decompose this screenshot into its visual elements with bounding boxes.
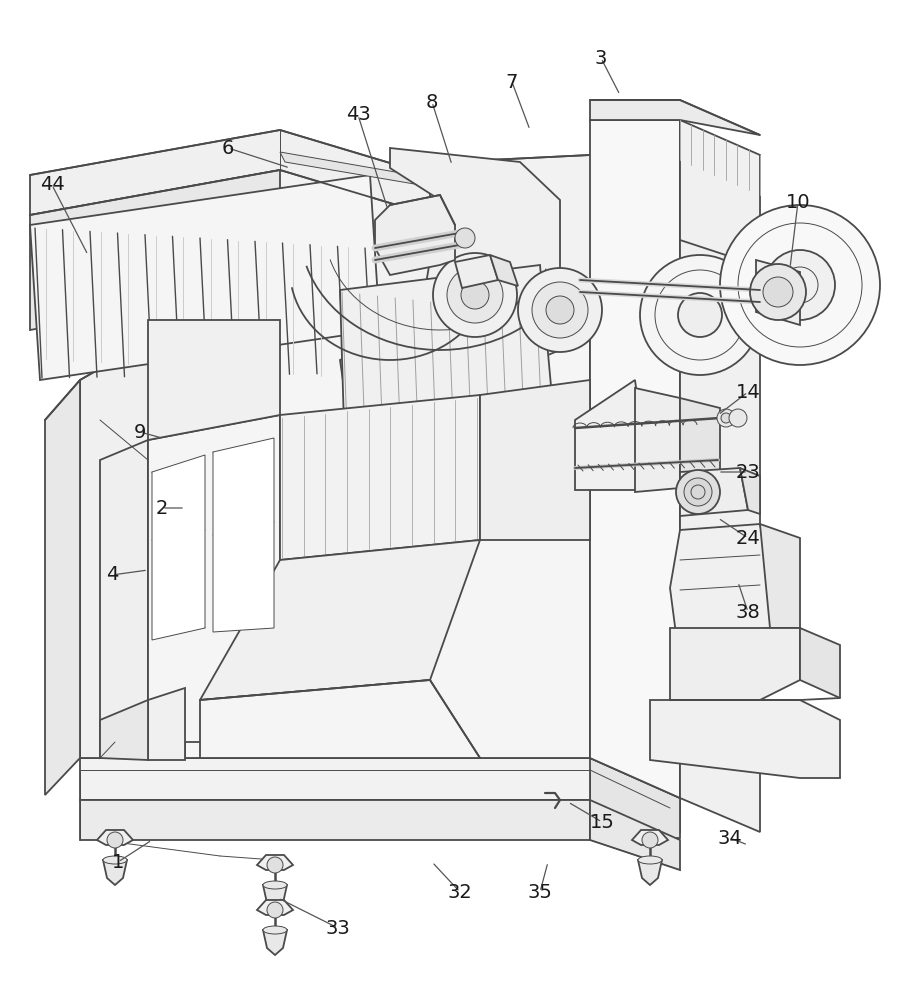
Ellipse shape	[263, 926, 287, 934]
Polygon shape	[680, 120, 760, 832]
Text: 14: 14	[736, 382, 760, 401]
Polygon shape	[760, 524, 800, 628]
Polygon shape	[740, 468, 760, 514]
Polygon shape	[590, 120, 680, 798]
Circle shape	[267, 902, 283, 918]
Polygon shape	[148, 415, 280, 742]
Ellipse shape	[638, 856, 662, 864]
Polygon shape	[97, 830, 133, 845]
Polygon shape	[257, 855, 293, 870]
Polygon shape	[670, 524, 770, 634]
Polygon shape	[670, 628, 800, 700]
Text: 9: 9	[133, 422, 146, 442]
Circle shape	[433, 253, 517, 337]
Polygon shape	[30, 130, 430, 215]
Text: 15: 15	[590, 812, 614, 832]
Circle shape	[729, 409, 747, 427]
Text: 38: 38	[736, 602, 760, 621]
Polygon shape	[185, 320, 590, 758]
Polygon shape	[263, 885, 287, 910]
Polygon shape	[480, 380, 590, 540]
Polygon shape	[590, 100, 760, 135]
Polygon shape	[756, 260, 800, 325]
Polygon shape	[257, 900, 293, 915]
Circle shape	[684, 478, 712, 506]
Text: 43: 43	[345, 105, 371, 124]
Polygon shape	[103, 860, 127, 885]
Polygon shape	[340, 148, 560, 430]
Text: 10: 10	[786, 192, 810, 212]
Circle shape	[642, 832, 658, 848]
Circle shape	[676, 470, 720, 514]
Polygon shape	[280, 152, 438, 188]
Polygon shape	[680, 468, 748, 516]
Text: 35: 35	[528, 882, 552, 902]
Polygon shape	[590, 320, 680, 798]
Polygon shape	[148, 320, 280, 440]
Circle shape	[267, 857, 283, 873]
Polygon shape	[263, 930, 287, 955]
Polygon shape	[148, 688, 185, 760]
Text: 6: 6	[222, 138, 235, 157]
Polygon shape	[375, 195, 455, 275]
Text: 8: 8	[426, 93, 438, 111]
Polygon shape	[490, 255, 518, 286]
Polygon shape	[590, 800, 680, 870]
Polygon shape	[213, 438, 274, 632]
Text: 24: 24	[736, 528, 760, 548]
Circle shape	[447, 267, 503, 323]
Circle shape	[107, 832, 123, 848]
Polygon shape	[200, 680, 480, 758]
Text: 23: 23	[736, 462, 760, 482]
Polygon shape	[100, 700, 148, 760]
Polygon shape	[635, 388, 680, 492]
Text: 32: 32	[447, 882, 473, 902]
Circle shape	[461, 281, 489, 309]
Circle shape	[640, 255, 760, 375]
Polygon shape	[455, 255, 498, 288]
Circle shape	[721, 413, 731, 423]
Circle shape	[717, 409, 735, 427]
Polygon shape	[590, 758, 680, 840]
Polygon shape	[680, 240, 765, 308]
Polygon shape	[632, 830, 668, 845]
Polygon shape	[45, 380, 80, 795]
Circle shape	[678, 293, 722, 337]
Polygon shape	[340, 265, 555, 460]
Ellipse shape	[263, 881, 287, 889]
Circle shape	[720, 205, 880, 365]
Polygon shape	[575, 380, 650, 490]
Polygon shape	[200, 540, 480, 700]
Polygon shape	[30, 175, 380, 380]
Circle shape	[765, 250, 835, 320]
Polygon shape	[680, 398, 720, 492]
Ellipse shape	[103, 856, 127, 864]
Text: 2: 2	[156, 498, 168, 518]
Polygon shape	[100, 440, 148, 758]
Polygon shape	[800, 628, 840, 698]
Text: 4: 4	[106, 566, 118, 584]
Polygon shape	[80, 320, 185, 758]
Polygon shape	[185, 155, 680, 360]
Polygon shape	[80, 800, 590, 840]
Text: 44: 44	[40, 176, 64, 194]
Text: 1: 1	[112, 852, 124, 871]
Text: 3: 3	[594, 48, 607, 68]
Text: 34: 34	[718, 828, 742, 848]
Circle shape	[750, 264, 806, 320]
Circle shape	[518, 268, 602, 352]
Circle shape	[763, 277, 793, 307]
Text: 33: 33	[326, 918, 350, 938]
Circle shape	[546, 296, 574, 324]
Polygon shape	[80, 758, 680, 832]
Circle shape	[532, 282, 588, 338]
Polygon shape	[30, 170, 280, 330]
Text: 7: 7	[506, 73, 518, 92]
Polygon shape	[280, 395, 480, 560]
Circle shape	[455, 228, 475, 248]
Polygon shape	[152, 455, 205, 640]
Polygon shape	[638, 860, 662, 885]
Polygon shape	[650, 700, 840, 778]
